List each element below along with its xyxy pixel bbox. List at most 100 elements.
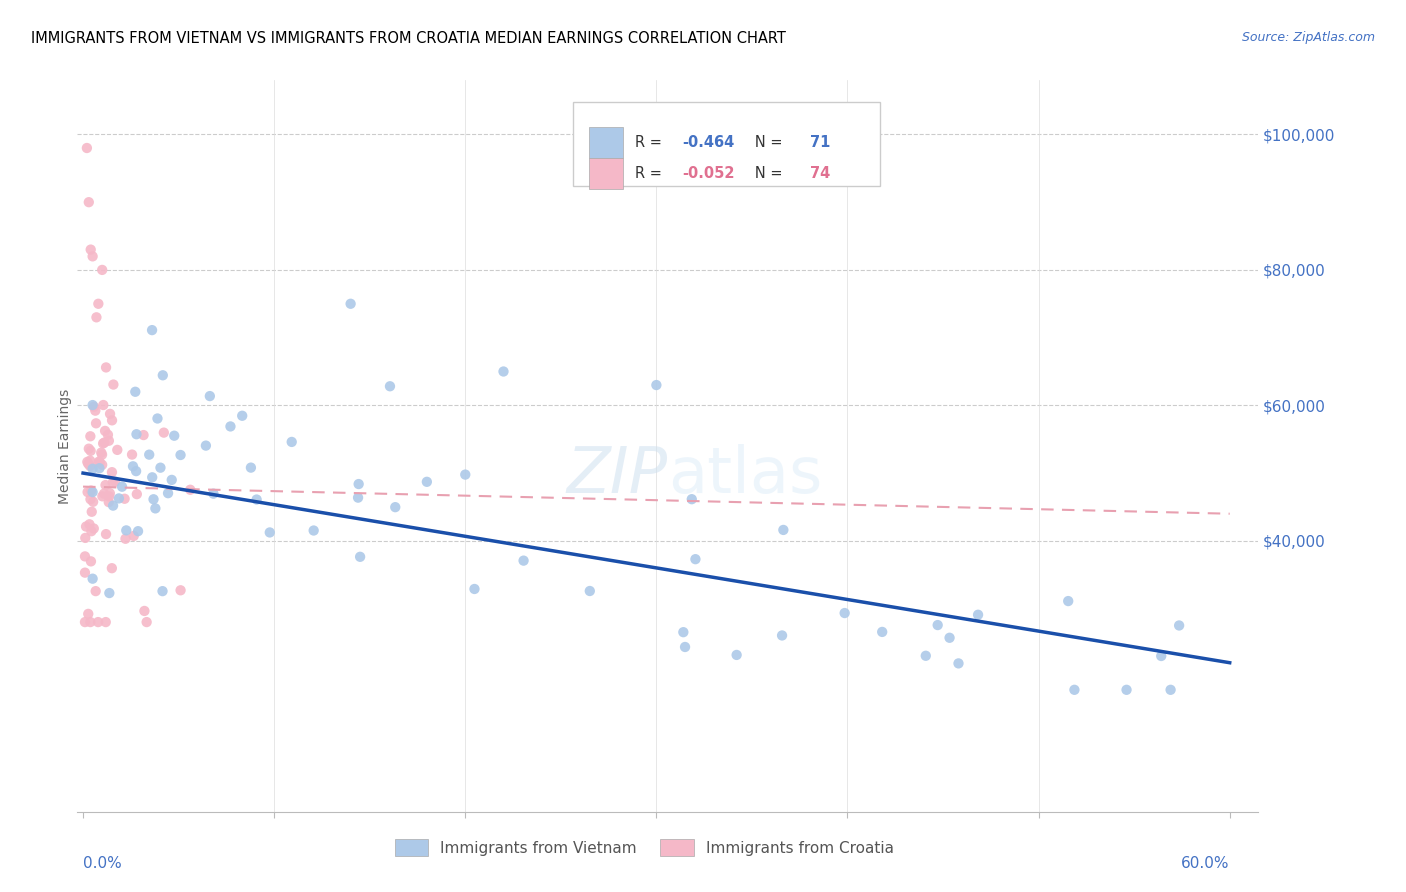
Point	[82, 398, 104, 412]
Point	[938, 631, 960, 645]
Point	[79, 443, 101, 458]
Point	[94, 424, 117, 438]
Text: 71: 71	[810, 135, 830, 150]
Point	[160, 473, 183, 487]
Point	[94, 615, 117, 629]
Text: -0.052: -0.052	[682, 166, 734, 181]
Point	[339, 297, 361, 311]
Point	[97, 495, 120, 509]
Point	[103, 377, 125, 392]
Text: R =: R =	[634, 135, 666, 150]
Point	[93, 435, 115, 450]
Point	[101, 561, 124, 575]
Point	[927, 618, 949, 632]
Point	[152, 368, 174, 383]
Text: Source: ZipAtlas.com: Source: ZipAtlas.com	[1241, 31, 1375, 45]
Point	[179, 483, 201, 497]
Text: 60.0%: 60.0%	[1181, 855, 1230, 871]
Point	[84, 403, 107, 417]
Text: ZIP: ZIP	[567, 444, 668, 507]
Point	[98, 407, 121, 421]
Point	[73, 549, 96, 564]
Point	[578, 584, 600, 599]
Text: -0.464: -0.464	[682, 135, 734, 150]
Point	[80, 243, 103, 257]
FancyBboxPatch shape	[589, 159, 623, 189]
Point	[83, 400, 105, 414]
Point	[127, 524, 149, 538]
Text: N =: N =	[741, 135, 787, 150]
Point	[347, 491, 370, 505]
Point	[1150, 648, 1173, 663]
Text: R =: R =	[634, 166, 666, 181]
Point	[79, 453, 101, 467]
Point	[94, 527, 117, 541]
Point	[772, 523, 794, 537]
Point	[77, 442, 100, 456]
Point	[967, 607, 990, 622]
Point	[101, 499, 124, 513]
Point	[75, 531, 97, 545]
Point	[384, 500, 406, 515]
Point	[124, 384, 146, 399]
Point	[79, 517, 101, 532]
Point	[149, 460, 172, 475]
Point	[111, 480, 134, 494]
Legend: Immigrants from Vietnam, Immigrants from Croatia: Immigrants from Vietnam, Immigrants from…	[388, 833, 900, 863]
Point	[132, 428, 155, 442]
Point	[169, 448, 191, 462]
FancyBboxPatch shape	[574, 103, 880, 186]
Point	[645, 378, 668, 392]
Point	[142, 492, 165, 507]
Point	[416, 475, 439, 489]
Point	[73, 566, 96, 580]
Point	[492, 364, 515, 378]
Point	[673, 640, 696, 654]
Point	[77, 607, 100, 621]
Point	[512, 554, 534, 568]
Point	[101, 465, 124, 479]
Point	[681, 492, 703, 507]
Point	[153, 425, 176, 440]
FancyBboxPatch shape	[589, 128, 623, 158]
Point	[87, 297, 110, 311]
Point	[219, 419, 242, 434]
Point	[80, 554, 103, 568]
Point	[1160, 682, 1182, 697]
Point	[93, 486, 115, 500]
Point	[79, 429, 101, 443]
Point	[1057, 594, 1080, 608]
Point	[834, 606, 856, 620]
Point	[80, 483, 103, 498]
Point	[82, 572, 104, 586]
Point	[79, 492, 101, 507]
Point	[163, 428, 186, 442]
Point	[125, 427, 148, 442]
Point	[378, 379, 401, 393]
Point	[141, 323, 163, 337]
Point	[105, 442, 128, 457]
Point	[84, 584, 107, 599]
Point	[115, 524, 138, 538]
Point	[87, 455, 110, 469]
Point	[454, 467, 477, 482]
Point	[198, 389, 221, 403]
Point	[114, 491, 136, 506]
Point	[82, 249, 104, 263]
Point	[98, 490, 121, 504]
Point	[108, 491, 131, 506]
Point	[1115, 682, 1137, 697]
Point	[89, 461, 111, 475]
Point	[280, 434, 302, 449]
Point	[231, 409, 253, 423]
Point	[114, 532, 136, 546]
Point	[157, 486, 180, 500]
Point	[91, 489, 114, 503]
Point	[169, 583, 191, 598]
Point	[121, 448, 143, 462]
Point	[770, 628, 793, 642]
Point	[239, 460, 262, 475]
Point	[86, 310, 108, 325]
Point	[870, 624, 893, 639]
Point	[82, 485, 104, 500]
